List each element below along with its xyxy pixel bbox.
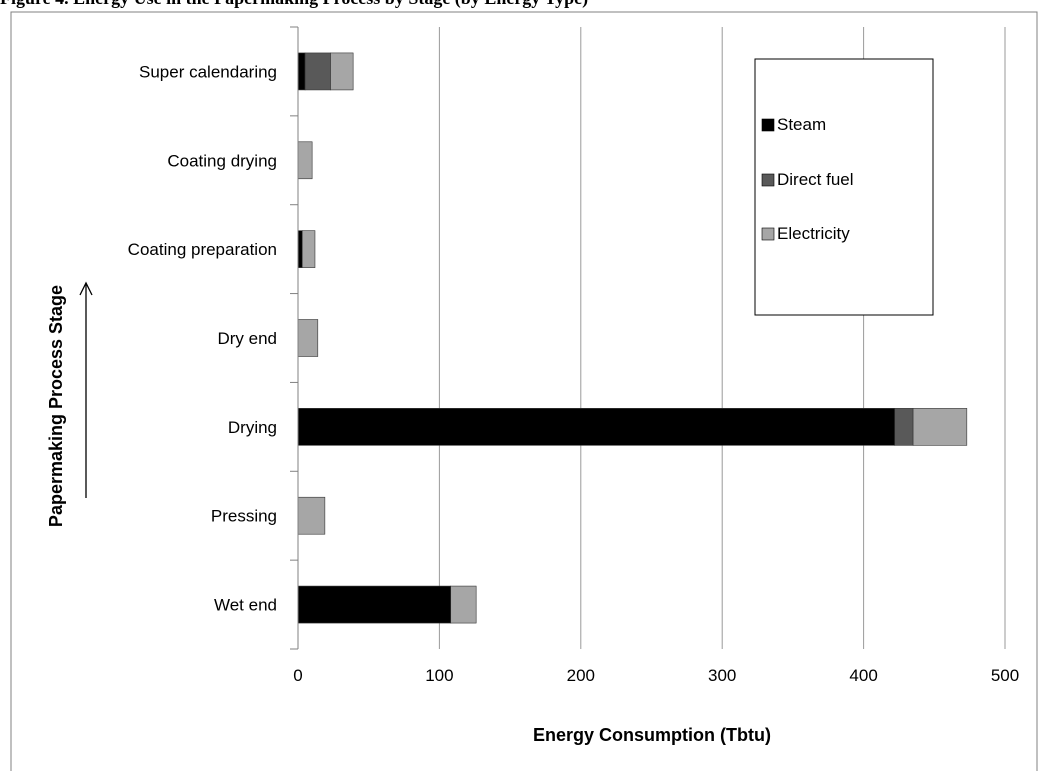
legend-box: [754, 58, 934, 316]
bar-drying-electricity: [912, 408, 968, 446]
up-arrow-icon: [79, 281, 93, 296]
legend-label-electricity: Electricity: [777, 224, 850, 243]
bar-drying-steam: [297, 408, 896, 446]
bar-wet-end-electricity: [450, 585, 477, 624]
bar-wet-end-steam: [297, 585, 452, 624]
y-tick-label-coating-preparation: Coating preparation: [128, 240, 277, 259]
legend-swatch-electricity: [761, 227, 775, 241]
bar-coating-preparation-steam: [297, 230, 303, 268]
x-tick-label-500: 500: [991, 666, 1019, 685]
axes: [290, 26, 299, 650]
legend-items: Steam Direct fuel Electricity: [761, 115, 854, 243]
bar-super-calendaring-steam: [297, 52, 306, 91]
y-axis-arrow: [79, 281, 93, 498]
y-tick-label-wet-end: Wet end: [214, 596, 277, 615]
x-tick-label-200: 200: [567, 666, 595, 685]
legend: Steam Direct fuel Electricity: [754, 58, 934, 316]
bar-coating-preparation-electricity: [301, 230, 316, 268]
x-tick-label-400: 400: [849, 666, 877, 685]
x-tick-label-0: 0: [293, 666, 302, 685]
legend-label-steam: Steam: [777, 115, 826, 134]
bar-super-calendaring-direct-fuel: [304, 52, 331, 91]
bar-coating-drying-electricity: [297, 141, 313, 180]
figure-caption: Figure 4. Energy Use in the Papermaking …: [0, 0, 1050, 8]
gridlines: [438, 27, 1006, 649]
bar-drying-direct-fuel: [894, 408, 914, 446]
x-tick-label-100: 100: [425, 666, 453, 685]
tick-labels: 0 100 200 300 400 500 Wet end Pressing Drying Dry…: [128, 62, 1020, 685]
bar-super-calendaring-electricity: [330, 52, 354, 91]
y-tick-label-coating-drying: Coating drying: [167, 151, 277, 170]
y-axis-label: Papermaking Process Stage: [46, 285, 66, 527]
legend-swatch-direct-fuel: [761, 173, 775, 187]
legend-label-direct-fuel: Direct fuel: [777, 170, 854, 189]
y-tick-label-dry-end: Dry end: [217, 329, 277, 348]
x-axis-label: Energy Consumption (Tbtu): [533, 725, 771, 745]
bars: [297, 52, 968, 624]
legend-swatch-steam: [761, 118, 775, 132]
bar-dry-end-electricity: [297, 319, 319, 357]
y-tick-label-super-calendaring: Super calendaring: [139, 62, 277, 81]
y-tick-label-pressing: Pressing: [211, 507, 277, 526]
bar-pressing-electricity: [297, 496, 326, 535]
y-tick-label-drying: Drying: [228, 418, 277, 437]
x-tick-label-300: 300: [708, 666, 736, 685]
